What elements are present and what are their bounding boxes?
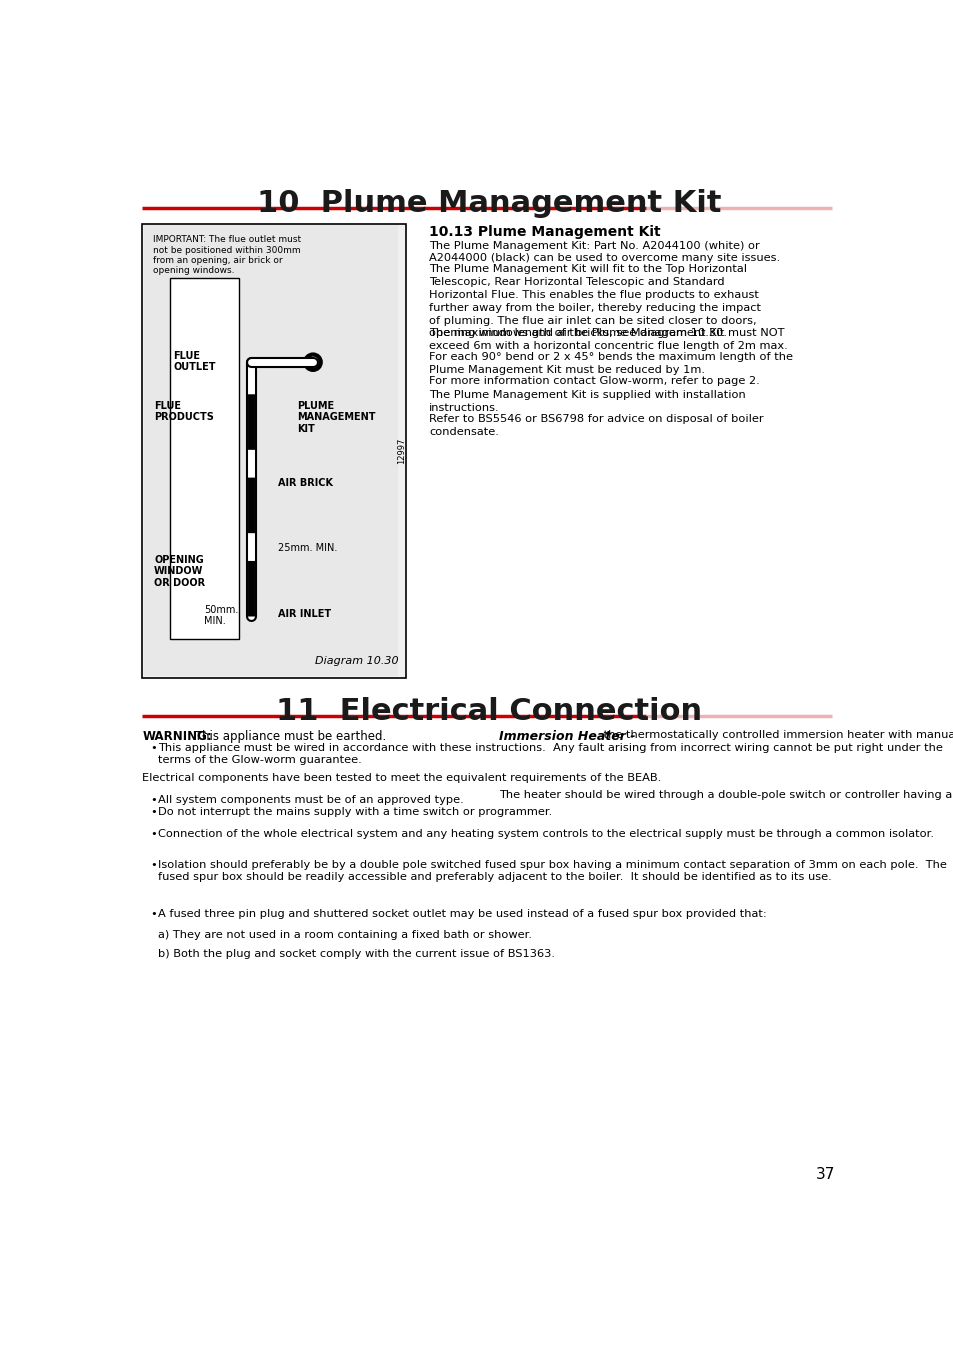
Text: 12997: 12997 xyxy=(396,437,405,464)
Text: •: • xyxy=(150,860,157,869)
Text: 10.13 Plume Management Kit: 10.13 Plume Management Kit xyxy=(429,225,660,239)
Text: 50mm.
MIN.: 50mm. MIN. xyxy=(204,605,238,626)
Text: This appliance must be wired in accordance with these instructions.  Any fault a: This appliance must be wired in accordan… xyxy=(158,743,942,765)
Text: Isolation should preferably be by a double pole switched fused spur box having a: Isolation should preferably be by a doub… xyxy=(158,860,946,882)
Text: •: • xyxy=(150,743,157,752)
Text: Electrical components have been tested to meet the equivalent requirements of th: Electrical components have been tested t… xyxy=(142,774,661,783)
Text: For more information contact Glow-worm, refer to page 2.: For more information contact Glow-worm, … xyxy=(429,377,760,386)
Text: A fused three pin plug and shuttered socket outlet may be used instead of a fuse: A fused three pin plug and shuttered soc… xyxy=(158,909,766,919)
Text: The Plume Management Kit: Part No. A2044100 (white) or
A2044000 (black) can be u: The Plume Management Kit: Part No. A2044… xyxy=(429,240,780,263)
Text: All system components must be of an approved type.: All system components must be of an appr… xyxy=(158,795,463,805)
Text: The Plume Management Kit will fit to the Top Horizontal
Telescopic, Rear Horizon: The Plume Management Kit will fit to the… xyxy=(429,265,760,339)
Text: 37: 37 xyxy=(815,1168,835,1183)
Text: Diagram 10.30: Diagram 10.30 xyxy=(314,656,397,667)
Text: OPENING
WINDOW
OR DOOR: OPENING WINDOW OR DOOR xyxy=(154,555,205,587)
Text: b) Both the plug and socket comply with the current issue of BS1363.: b) Both the plug and socket comply with … xyxy=(158,949,555,958)
Text: •: • xyxy=(150,909,157,919)
Text: Do not interrupt the mains supply with a time switch or programmer.: Do not interrupt the mains supply with a… xyxy=(158,807,552,817)
Bar xyxy=(170,278,239,640)
Text: PLUME
MANAGEMENT
KIT: PLUME MANAGEMENT KIT xyxy=(297,401,375,433)
Text: the thermostatically controlled immersion heater with manual reset is fitted to : the thermostatically controlled immersio… xyxy=(599,730,953,740)
Text: •: • xyxy=(150,829,157,838)
Text: WARNING:: WARNING: xyxy=(142,730,212,744)
Bar xyxy=(149,230,295,288)
Text: AIR INLET: AIR INLET xyxy=(278,609,331,618)
Text: •: • xyxy=(150,807,157,817)
Text: Immersion Heater -: Immersion Heater - xyxy=(498,730,635,744)
Text: IMPORTANT: The flue outlet must
not be positioned within 300mm
from an opening, : IMPORTANT: The flue outlet must not be p… xyxy=(152,235,300,275)
Text: The Plume Management Kit is supplied with installation
instructions.: The Plume Management Kit is supplied wit… xyxy=(429,390,745,413)
Text: FLUE
OUTLET: FLUE OUTLET xyxy=(173,351,215,373)
Text: The heater should be wired through a double-pole switch or controller having a m: The heater should be wired through a dou… xyxy=(498,790,953,801)
Text: AIR BRICK: AIR BRICK xyxy=(278,478,333,487)
Text: The maximum length of the Plume Management Kit must NOT
exceed 6m with a horizon: The maximum length of the Plume Manageme… xyxy=(429,328,787,351)
Text: This appliance must be earthed.: This appliance must be earthed. xyxy=(191,730,385,744)
Text: a) They are not used in a room containing a fixed bath or shower.: a) They are not used in a room containin… xyxy=(158,930,532,941)
Text: FLUE
PRODUCTS: FLUE PRODUCTS xyxy=(154,401,213,423)
Text: For each 90° bend or 2 x 45° bends the maximum length of the
Plume Management Ki: For each 90° bend or 2 x 45° bends the m… xyxy=(429,352,792,375)
Text: 10  Plume Management Kit: 10 Plume Management Kit xyxy=(256,189,720,217)
Text: 25mm. MIN.: 25mm. MIN. xyxy=(278,543,337,554)
Text: Refer to BS5546 or BS6798 for advice on disposal of boiler
condensate.: Refer to BS5546 or BS6798 for advice on … xyxy=(429,414,763,436)
Text: Connection of the whole electrical system and any heating system controls to the: Connection of the whole electrical syste… xyxy=(158,829,933,838)
Bar xyxy=(142,224,406,678)
Bar xyxy=(144,225,397,676)
Text: •: • xyxy=(150,795,157,805)
Text: 11  Electrical Connection: 11 Electrical Connection xyxy=(275,697,701,726)
